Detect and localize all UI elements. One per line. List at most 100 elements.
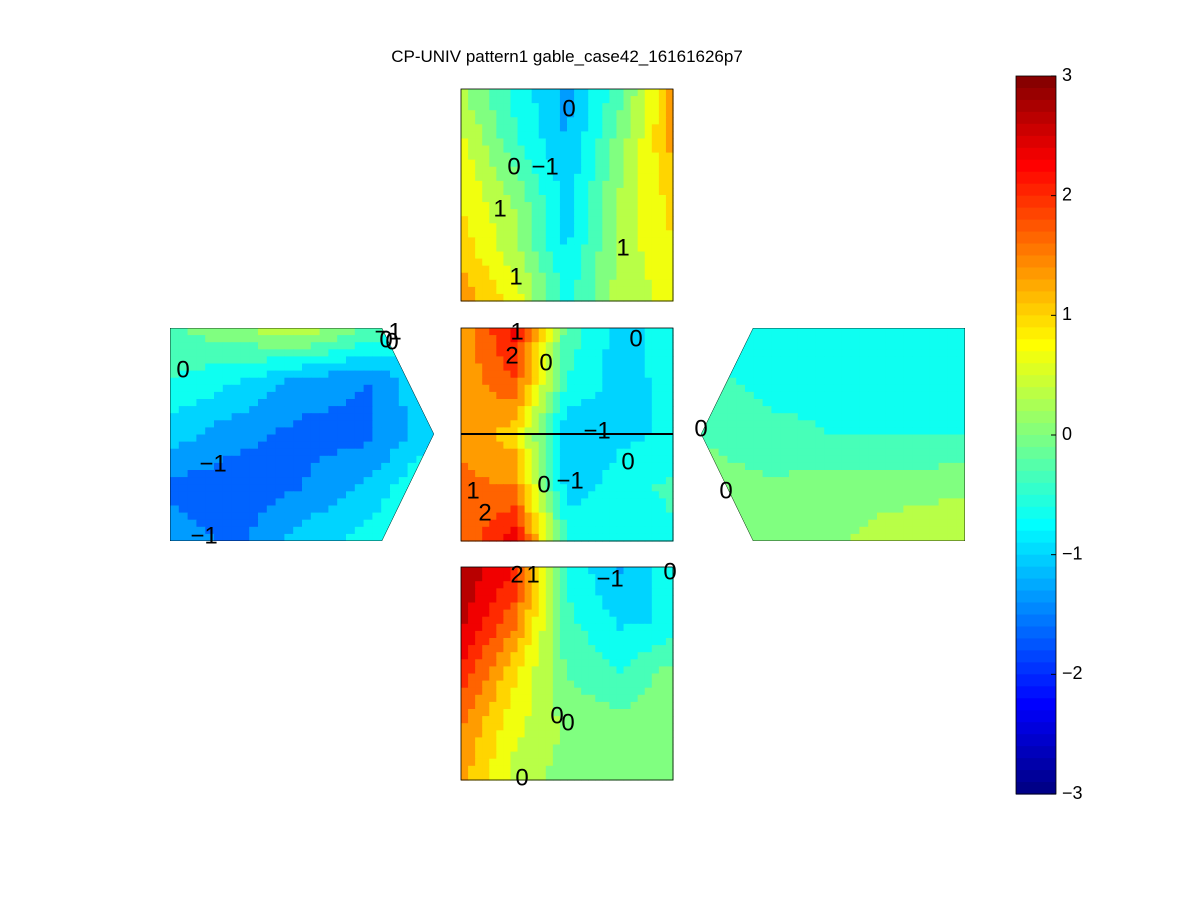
contour-cell — [214, 498, 224, 507]
contour-cell — [623, 391, 632, 400]
contour-cell — [651, 209, 660, 217]
contour-cell — [623, 138, 632, 147]
contour-cell — [630, 356, 639, 365]
contour-cell — [644, 588, 653, 596]
contour-cell — [489, 455, 497, 464]
contour-cell — [538, 701, 547, 710]
contour-cell — [284, 328, 294, 336]
contour-cell — [581, 187, 589, 196]
contour-cell — [630, 723, 639, 731]
contour-cell — [240, 420, 250, 428]
contour-cell — [475, 272, 483, 281]
contour-cell — [938, 413, 948, 421]
contour-cell — [524, 581, 533, 589]
contour-cell — [302, 477, 312, 485]
contour-cell — [850, 477, 860, 485]
contour-cell — [475, 152, 483, 161]
contour-cell — [665, 609, 674, 618]
contour-cell — [602, 152, 610, 161]
contour-cell — [503, 616, 512, 625]
contour-cell — [258, 370, 268, 379]
contour-cell — [214, 484, 224, 492]
contour-cell — [595, 413, 603, 421]
contour-cell — [475, 370, 483, 379]
contour-cell — [461, 772, 469, 781]
contour-cell — [531, 251, 540, 260]
contour-cell — [745, 363, 755, 372]
contour-cell — [609, 335, 618, 343]
contour-cell — [727, 470, 737, 478]
contour-cell — [475, 609, 483, 618]
contour-cell — [475, 349, 483, 357]
contour-cell — [658, 659, 667, 667]
contour-cell — [531, 505, 540, 514]
contour-cell — [894, 505, 904, 514]
contour-cell — [372, 413, 382, 421]
contour-cell — [637, 293, 646, 302]
contour-cell — [475, 293, 483, 302]
contour-cell — [552, 609, 561, 618]
contour-cell — [170, 335, 180, 343]
contour-cell — [894, 477, 904, 485]
contour-cell — [416, 427, 426, 436]
colorbar-swatch — [1016, 339, 1056, 352]
contour-cell — [947, 377, 957, 386]
contour-cell — [885, 441, 896, 450]
contour-cell — [475, 758, 483, 767]
contour-cell — [885, 384, 896, 393]
contour-cell — [354, 391, 365, 400]
contour-cell — [302, 505, 312, 514]
contour-cell — [468, 349, 476, 357]
contour-cell — [903, 391, 913, 400]
contour-cell — [510, 391, 519, 400]
contour-cell — [651, 103, 660, 111]
contour-cell — [489, 413, 497, 421]
contour-cell — [482, 377, 490, 386]
contour-cell — [651, 413, 660, 421]
contour-cell — [510, 89, 519, 97]
contour-cell — [482, 384, 490, 393]
contour-cell — [398, 455, 409, 464]
contour-cell — [665, 286, 674, 295]
contour-cell — [595, 758, 603, 767]
contour-cell — [574, 470, 582, 478]
contour-cell — [567, 89, 575, 97]
contour-cell — [753, 477, 764, 485]
contour-cell — [938, 462, 948, 471]
contour-cell — [658, 251, 667, 260]
contour-cell — [841, 349, 852, 357]
contour-cell — [266, 427, 277, 436]
contour-cell — [284, 342, 294, 350]
contour-cell — [503, 230, 512, 238]
contour-cell — [258, 498, 268, 507]
contour-cell — [425, 512, 434, 521]
contour-cell — [637, 370, 646, 379]
contour-cell — [630, 462, 639, 471]
colorbar-swatch — [1016, 243, 1056, 257]
contour-cell — [602, 581, 610, 589]
contour-cell — [178, 406, 189, 414]
contour-cell — [588, 623, 596, 632]
contour-cell — [538, 145, 547, 154]
contour-cell — [574, 223, 582, 231]
contour-cell — [178, 413, 189, 421]
contour-cell — [595, 209, 603, 217]
contour-cell — [833, 328, 843, 336]
contour-cell — [310, 470, 321, 478]
contour-cell — [496, 659, 504, 667]
contour-cell — [665, 652, 674, 660]
contour-cell — [517, 180, 526, 189]
contour-cell — [665, 512, 674, 521]
contour-cell — [894, 484, 904, 492]
contour-cell — [616, 588, 625, 596]
colorbar-swatch — [1016, 746, 1056, 759]
colorbar-tick-label: −3 — [1062, 783, 1083, 803]
contour-cell — [545, 145, 554, 154]
contour-cell — [517, 293, 526, 302]
contour-cell — [461, 96, 469, 104]
contour-cell — [372, 498, 382, 507]
contour-cell — [170, 356, 180, 365]
contour-cell — [489, 638, 497, 646]
contour-cell — [363, 420, 373, 428]
contour-cell — [780, 484, 790, 492]
